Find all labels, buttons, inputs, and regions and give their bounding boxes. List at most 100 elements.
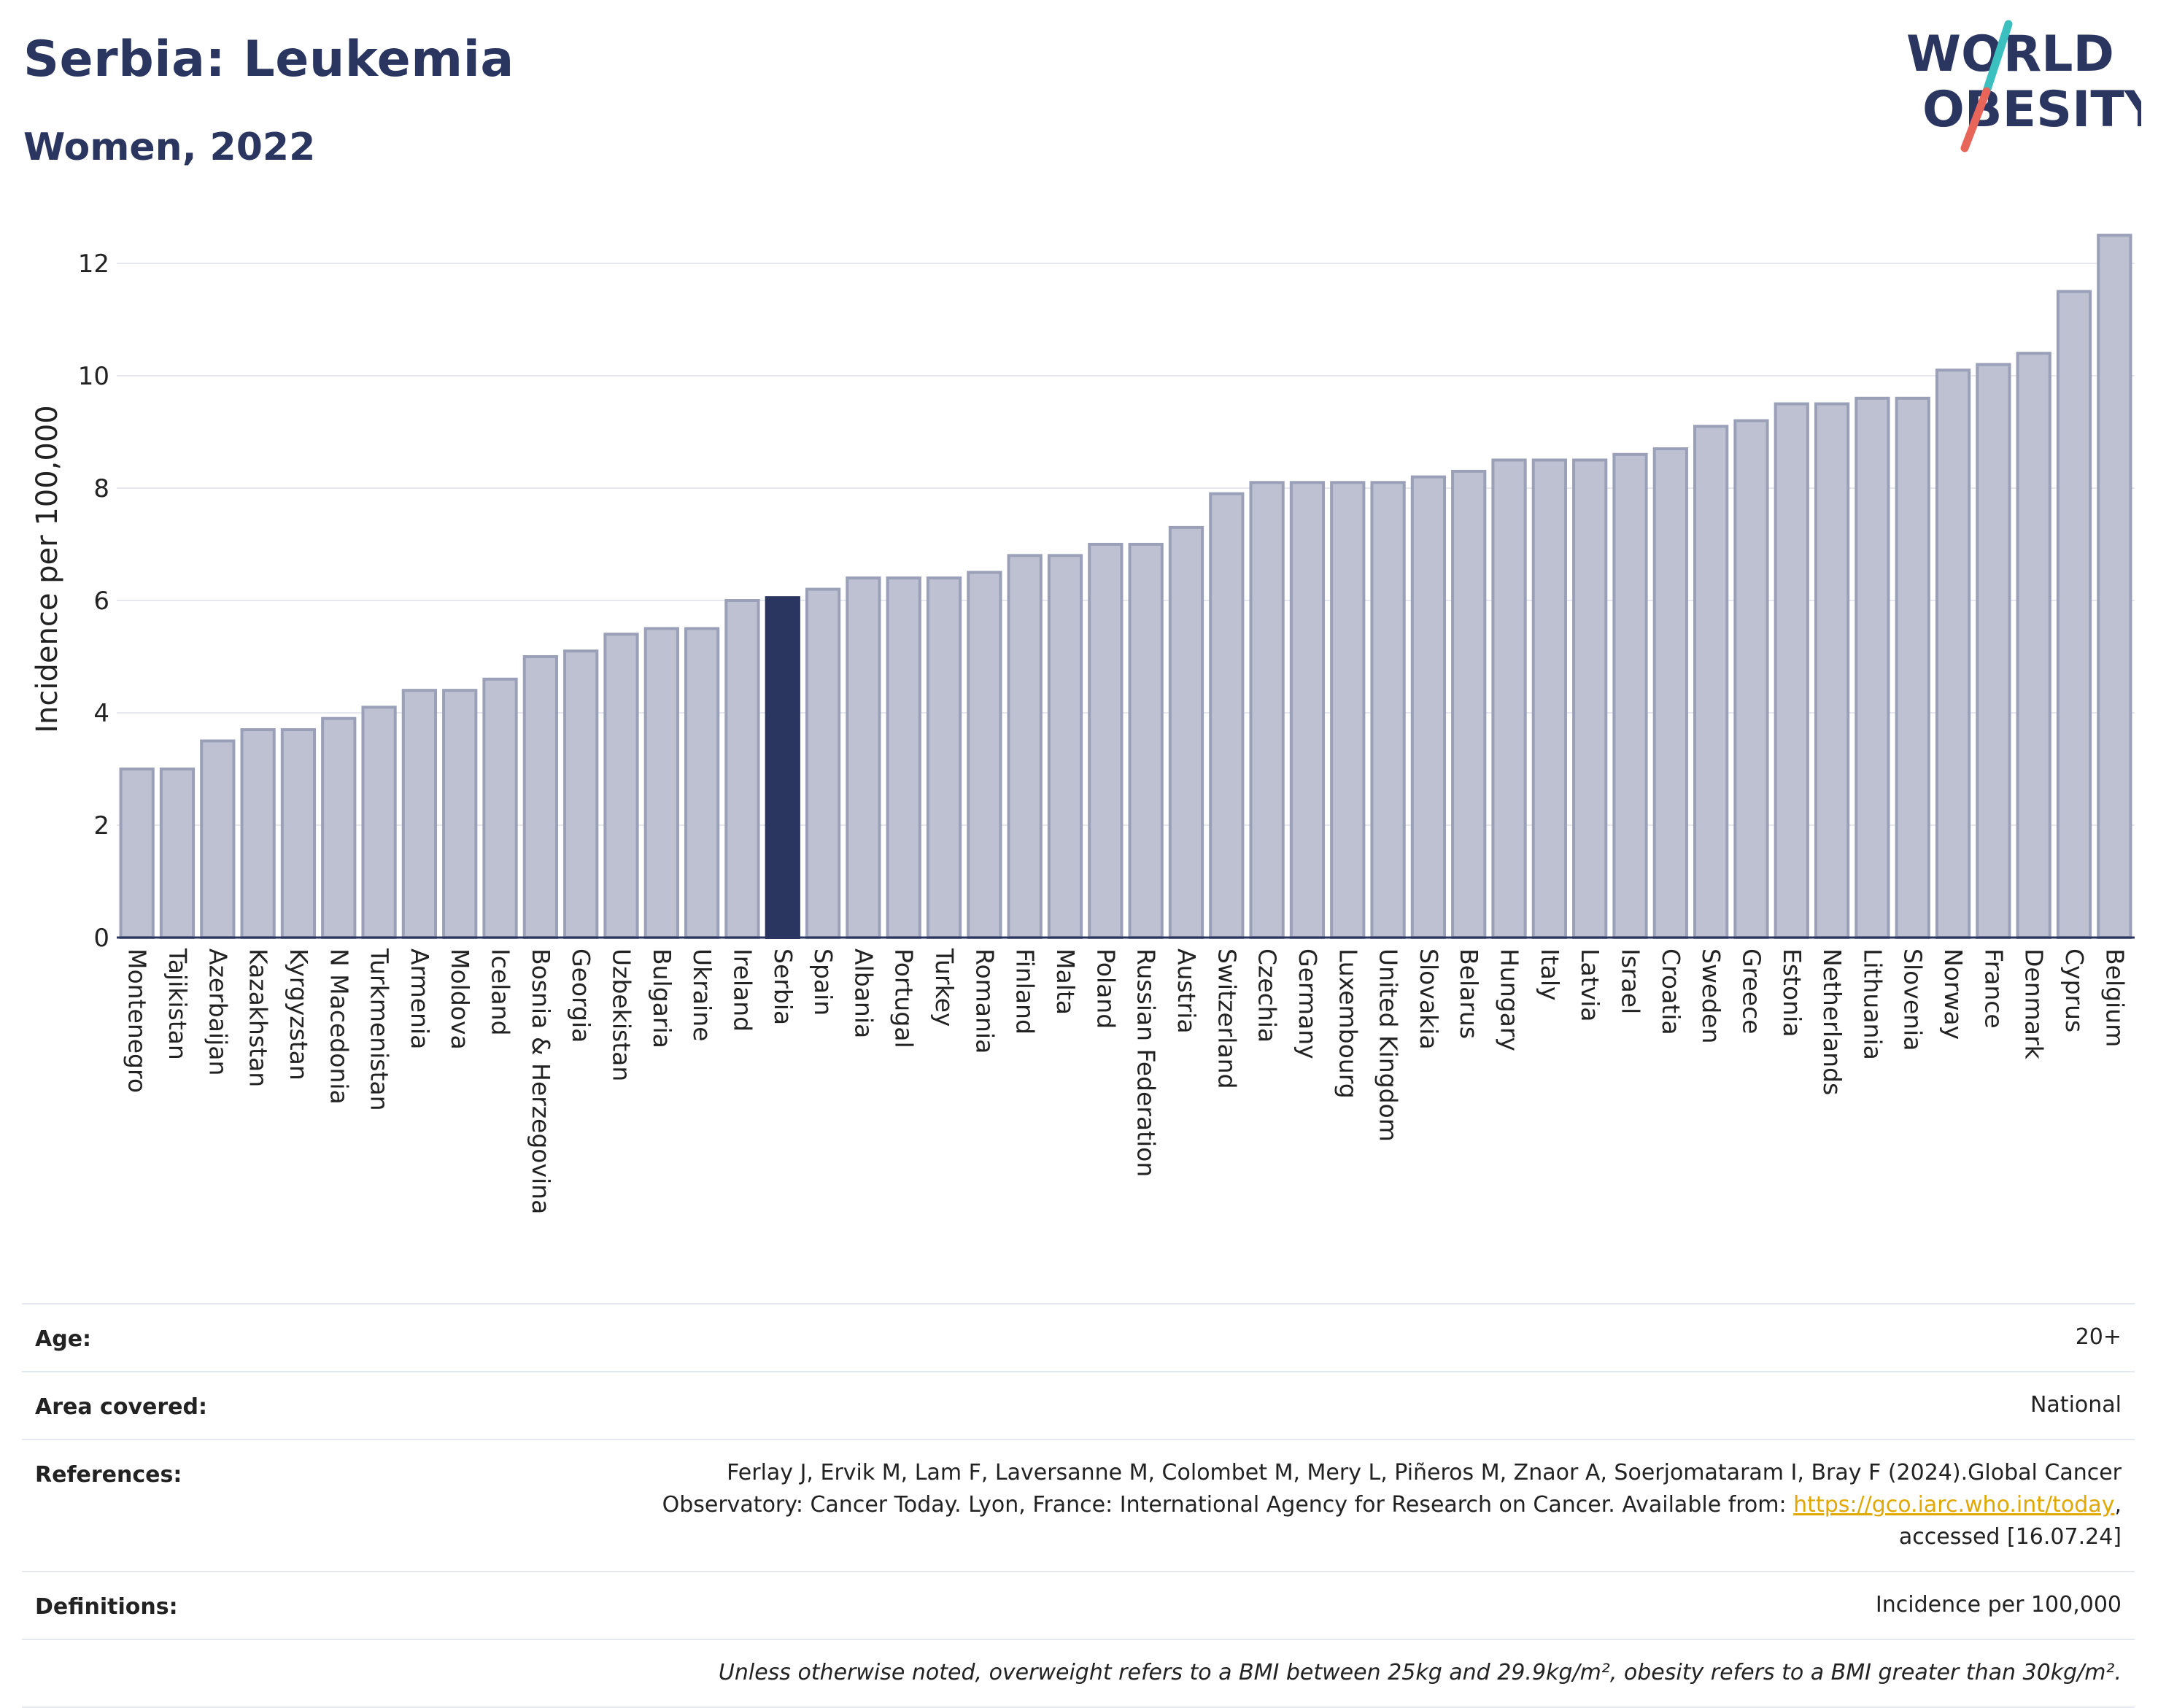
x-category-label: Estonia	[1778, 948, 1806, 1037]
page-subtitle: Women, 2022	[23, 125, 316, 169]
bar	[240, 728, 276, 939]
info-row-definitions: Definitions: Incidence per 100,000	[22, 1571, 2135, 1639]
info-row-references: References: Ferlay J, Ervik M, Lam F, La…	[22, 1439, 2135, 1571]
x-category-label: Netherlands	[1818, 948, 1846, 1095]
bar	[482, 677, 518, 939]
x-category-label: Spain	[809, 948, 838, 1016]
y-tick-label: 8	[93, 474, 109, 503]
reference-line-1: Ferlay J, Ervik M, Lam F, Laversanne M, …	[727, 1460, 2122, 1485]
bar-highlight	[765, 596, 800, 940]
bar	[1370, 481, 1406, 939]
x-category-label: Slovenia	[1899, 948, 1927, 1051]
x-category-label: Switzerland	[1213, 948, 1241, 1089]
x-category-label: Germany	[1293, 948, 1322, 1059]
bar	[522, 655, 558, 939]
x-category-label: N Macedonia	[325, 948, 353, 1105]
bar	[159, 768, 196, 939]
bar	[1612, 452, 1648, 939]
x-category-label: Kyrgyzstan	[285, 948, 313, 1081]
x-category-label: Latvia	[1576, 948, 1604, 1021]
x-category-label: Georgia	[567, 948, 595, 1043]
bar	[1572, 458, 1608, 939]
x-category-label: Poland	[1091, 948, 1120, 1029]
y-axis-label: Incidence per 100,000	[31, 405, 64, 733]
bar	[442, 689, 478, 939]
bar	[1209, 492, 1245, 939]
x-category-label: Slovakia	[1415, 948, 1443, 1050]
x-category-label: Portugal	[890, 948, 918, 1048]
definitions-label: Definitions:	[35, 1594, 178, 1620]
bar	[1047, 554, 1083, 939]
x-category-label: Bulgaria	[648, 948, 676, 1048]
bar	[563, 649, 599, 939]
x-category-label: Tajikistan	[163, 948, 192, 1060]
x-category-label: Montenegro	[123, 948, 152, 1093]
age-label: Age:	[35, 1326, 92, 1352]
x-category-label: Denmark	[2020, 948, 2049, 1060]
bar	[1451, 469, 1487, 939]
info-row-note: Unless otherwise noted, overweight refer…	[22, 1639, 2135, 1708]
x-category-label: Kazakhstan	[244, 948, 273, 1087]
logo-line-2: OBESITY	[1922, 81, 2141, 139]
bar	[1289, 481, 1326, 939]
bar	[1168, 525, 1204, 939]
bar	[1410, 475, 1447, 940]
bar	[1976, 363, 2011, 940]
bar	[1491, 458, 1527, 939]
bar	[805, 587, 841, 939]
x-category-label: Czechia	[1253, 948, 1282, 1043]
y-tick-label: 2	[93, 811, 109, 841]
page-title: Serbia: Leukemia	[23, 31, 514, 88]
logo-slash-coral	[1960, 87, 1991, 152]
references-value: Ferlay J, Ervik M, Lam F, Laversanne M, …	[662, 1457, 2122, 1553]
bar	[2097, 233, 2132, 939]
x-category-labels: Montenegro Tajikistan Azerbaijan Kazakhstan…	[123, 948, 2130, 1214]
bar	[643, 627, 679, 939]
reference-link[interactable]: https://gco.iarc.who.int/today	[1793, 1492, 2115, 1518]
x-category-label: Greece	[1737, 948, 1766, 1034]
reference-line-3: accessed [16.07.24]	[1898, 1524, 2122, 1550]
x-category-label: Italy	[1536, 948, 1564, 1001]
x-category-label: Belarus	[1455, 948, 1483, 1039]
x-category-label: Belgium	[2100, 948, 2129, 1047]
references-label: References:	[35, 1462, 182, 1488]
x-category-label: United Kingdom	[1374, 948, 1403, 1142]
bmi-note: Unless otherwise noted, overweight refer…	[718, 1660, 2122, 1685]
x-category-label: Malta	[1051, 948, 1080, 1015]
x-category-label: Turkey	[930, 948, 959, 1027]
bar	[119, 768, 155, 939]
bar	[1693, 425, 1729, 939]
bar	[926, 576, 962, 939]
bar	[1733, 419, 1769, 940]
x-category-label: Ukraine	[688, 948, 716, 1041]
bar	[200, 739, 236, 939]
x-category-label: Lithuania	[1858, 948, 1887, 1060]
y-tick-label: 6	[93, 587, 109, 616]
y-tick-labels: 0 2 4 6 8 10 12	[78, 250, 109, 953]
x-category-label: Cyprus	[2060, 948, 2089, 1032]
bar	[1814, 402, 1850, 939]
x-category-label: Finland	[1011, 948, 1040, 1035]
x-category-label: Sweden	[1697, 948, 1725, 1043]
y-tick-label: 10	[78, 362, 109, 391]
info-row-area: Area covered: National	[22, 1371, 2135, 1439]
x-category-label: Russian Federation	[1132, 948, 1161, 1177]
x-category-label: Croatia	[1657, 948, 1685, 1035]
bar	[846, 576, 881, 939]
reference-line-2-suffix: ,	[2114, 1492, 2122, 1518]
area-label: Area covered:	[35, 1394, 207, 1420]
x-category-label: Romania	[970, 948, 999, 1054]
bar	[2016, 352, 2051, 939]
bar	[1249, 481, 1285, 939]
bar	[967, 571, 1002, 939]
info-table: Age: 20+ Area covered: National Referenc…	[22, 1303, 2135, 1708]
bar	[361, 706, 397, 939]
x-category-label: Iceland	[487, 948, 515, 1035]
x-category-label: Armenia	[406, 948, 434, 1049]
info-row-age: Age: 20+	[22, 1303, 2135, 1371]
reference-line-2-text: Observatory: Cancer Today. Lyon, France:…	[662, 1492, 1794, 1518]
bar	[2056, 290, 2092, 939]
definitions-value: Incidence per 100,000	[1875, 1592, 2122, 1618]
x-category-label: Bosnia & Herzegovina	[527, 948, 555, 1214]
area-value: National	[2030, 1392, 2122, 1418]
